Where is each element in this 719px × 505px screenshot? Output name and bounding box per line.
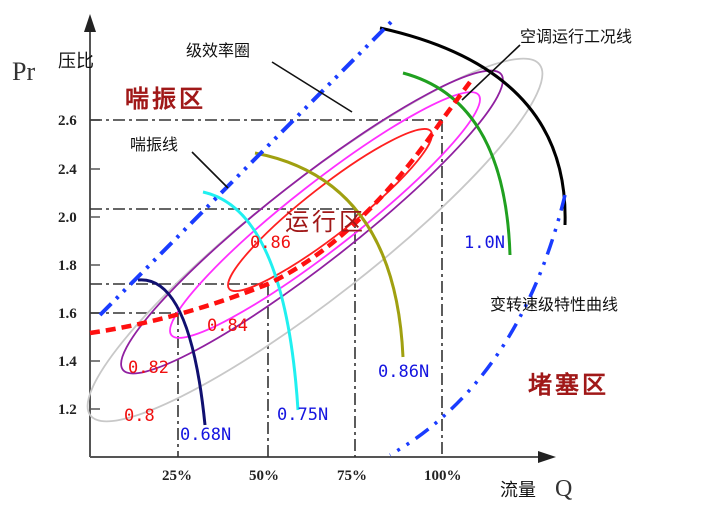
operating-line: [89, 80, 472, 336]
y-tick-label: 1.2: [58, 402, 77, 418]
speed-label: 0.68N: [180, 425, 231, 445]
efficiency-curve-086: [227, 128, 433, 292]
x-tick-label: 50%: [249, 468, 279, 484]
speed-label: 0.75N: [277, 405, 328, 425]
speed-curve-100: [402, 71, 512, 256]
x-axis-arrow-icon: [538, 451, 556, 463]
x-tick-label: 75%: [337, 468, 367, 484]
y-tick-label: 1.6: [58, 306, 77, 322]
surge-line-label: 喘振线: [130, 135, 178, 154]
axes: [89, 25, 545, 458]
operating-line-label: 空调运行工况线: [520, 27, 632, 46]
surge-line: [98, 16, 397, 317]
speed-label: 0.86N: [378, 362, 429, 382]
efficiency-label: 0.86: [250, 233, 291, 253]
speed-curves: [137, 26, 567, 426]
efficiency-label: 0.8: [124, 406, 155, 426]
speed-curve-068: [137, 278, 207, 426]
speed-label: 1.0N: [464, 233, 505, 253]
choke-zone-label: 堵塞区: [528, 371, 609, 399]
x-tick-label: 100%: [424, 468, 462, 484]
choke-arc: [379, 26, 567, 226]
y-axis-symbol: Pr: [12, 57, 35, 86]
operating-zone-label: 运行区: [285, 208, 366, 236]
choke-line: [389, 194, 567, 457]
efficiency-curve-084: [169, 91, 481, 339]
efficiency-circles: [86, 57, 544, 423]
speed-curve-075: [202, 190, 300, 411]
x-tick-label: 25%: [162, 468, 192, 484]
x-axis-label: 流量: [500, 480, 536, 501]
y-axis-arrow-icon: [84, 14, 96, 32]
y-axis-label: 压比: [58, 51, 94, 72]
y-tick-label: 2.0: [58, 210, 77, 226]
surge-zone-label: 喘振区: [125, 85, 206, 113]
efficiency-label: 0.84: [207, 316, 248, 336]
x-axis-symbol: Q: [555, 476, 572, 502]
y-tick-label: 2.4: [58, 162, 77, 178]
y-tick-label: 2.6: [58, 113, 77, 129]
efficiency-label: 0.82: [128, 358, 169, 378]
efficiency-curve-082: [120, 69, 504, 375]
y-tick-label: 1.4: [58, 354, 77, 370]
speed-curves-label: 变转速级特性曲线: [490, 295, 618, 314]
leader-lines: [191, 44, 521, 189]
speed-curve-086: [254, 151, 405, 358]
y-tick-label: 1.8: [58, 258, 77, 274]
efficiency-circles-label: 级效率圈: [186, 41, 250, 60]
y-tick-marks: [90, 119, 100, 410]
